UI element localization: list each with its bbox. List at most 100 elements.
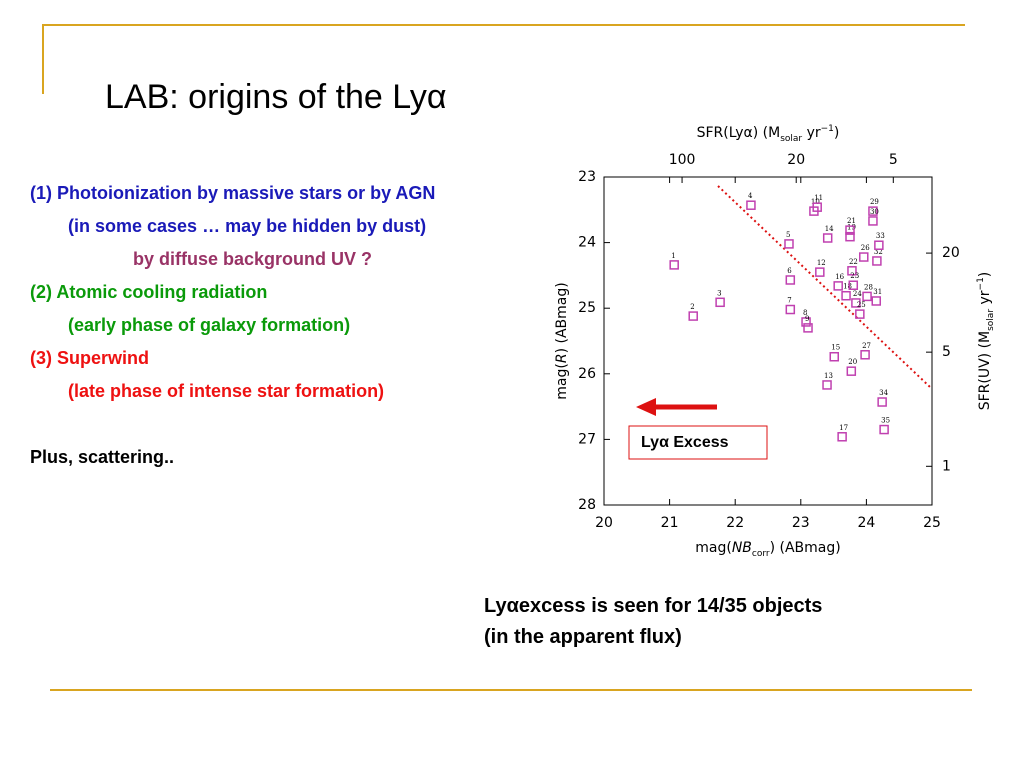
x-tick-label: 21 <box>661 515 679 531</box>
point <box>822 233 833 243</box>
bullet: (2) Atomic cooling radiation <box>30 282 268 302</box>
point-label: 13 <box>824 372 833 380</box>
axis-label-part: mag( <box>554 363 570 400</box>
point-label: 23 <box>850 272 859 280</box>
point <box>860 350 870 360</box>
point-label: 6 <box>787 267 792 275</box>
point <box>784 239 794 249</box>
caption: (in the apparent flux) <box>484 626 682 648</box>
top-rule <box>43 24 965 26</box>
point-label: 9 <box>805 315 809 323</box>
point <box>688 311 698 321</box>
point-label: 11 <box>814 194 823 202</box>
x-tick-label: 25 <box>923 515 941 531</box>
point <box>833 281 843 291</box>
point <box>847 266 857 276</box>
point-label: 34 <box>879 389 888 397</box>
point <box>846 366 857 376</box>
point-label: 18 <box>843 283 852 291</box>
axis-label-part: yr <box>802 125 821 141</box>
axis-label-part: −1 <box>976 277 986 290</box>
x-tick-label: 24 <box>857 515 875 531</box>
point-label: 16 <box>835 273 844 281</box>
point-label: 27 <box>862 342 871 350</box>
point-label: 20 <box>848 358 857 366</box>
point <box>815 267 825 277</box>
point-label: 7 <box>787 297 791 305</box>
y-tick-label: 28 <box>578 497 596 513</box>
y2-axis-label: SFR(UV) (Msolar yr−1) <box>976 272 996 411</box>
bullet: (3) Superwind <box>30 348 150 368</box>
point <box>868 206 878 216</box>
y-tick-label: 27 <box>578 431 596 447</box>
point-label: 22 <box>849 258 858 266</box>
point-label: 1 <box>671 252 675 260</box>
caption: Lyαexcess is seen for 14/35 objects <box>484 595 823 617</box>
point-label: 28 <box>864 283 873 291</box>
point-label: 4 <box>748 192 753 200</box>
bottom-rule <box>50 689 972 691</box>
axis-label-part: mag( <box>695 540 732 556</box>
axis-label-part: ) <box>834 125 839 141</box>
point <box>803 323 813 333</box>
x2-axis-label: SFR(Lyα) (Msolar yr−1) <box>697 124 840 144</box>
x-tick-label: 23 <box>792 515 810 531</box>
point <box>841 290 851 301</box>
point-label: 24 <box>853 290 862 298</box>
point-label: 12 <box>817 259 826 267</box>
point <box>868 216 878 226</box>
y-axis-label: mag(R) (ABmag) <box>554 282 570 399</box>
bullet: (in some cases … may be hidden by dust) <box>68 216 427 236</box>
axis-label-part: SFR(UV) (M <box>977 331 993 410</box>
point-label: 26 <box>861 244 870 252</box>
annotation: Lyα Excess <box>641 434 729 451</box>
axis-label-part: SFR(Lyα) (M <box>697 125 781 141</box>
x-axis-label: mag(NBcorr) (ABmag) <box>695 540 840 559</box>
point-label: 30 <box>870 208 879 216</box>
y2-tick-label: 5 <box>942 344 951 360</box>
bullet: (late phase of intense star formation) <box>68 381 385 401</box>
point-label: 25 <box>857 301 866 309</box>
y2-tick-label: 1 <box>942 458 951 474</box>
point <box>848 280 859 290</box>
point-label: 17 <box>839 424 848 432</box>
y-tick-label: 26 <box>578 366 596 382</box>
axis-label-part: corr <box>752 549 770 559</box>
point <box>785 275 796 285</box>
point-label: 32 <box>874 248 883 256</box>
point <box>785 304 796 315</box>
point-label: 21 <box>847 217 856 225</box>
point-label: 5 <box>786 231 790 239</box>
y2-tick-label: 20 <box>942 245 960 261</box>
side-rule <box>42 24 44 94</box>
point <box>669 260 679 270</box>
slide-title: LAB: origins of the Lyα <box>105 78 447 116</box>
axis-label-part: ) <box>977 272 993 277</box>
point-label: 35 <box>881 417 890 425</box>
point <box>871 296 881 306</box>
x-tick-label: 22 <box>726 515 744 531</box>
axis-label-part: ) (ABmag) <box>770 540 841 556</box>
point-label: 2 <box>690 303 694 311</box>
axis-label-part: ) (ABmag) <box>554 282 570 353</box>
annotation-box <box>628 425 768 460</box>
axis-label-part: yr <box>977 290 993 309</box>
point <box>829 351 840 362</box>
point-label: 14 <box>825 225 834 233</box>
point <box>879 424 889 435</box>
point <box>822 380 832 390</box>
axis-label-part: −1 <box>821 124 834 134</box>
point-label: 33 <box>876 232 885 240</box>
point <box>746 200 756 210</box>
point <box>715 297 725 308</box>
bullet: (1) Photoionization by massive stars or … <box>30 183 436 203</box>
point-label: 8 <box>803 309 807 317</box>
point <box>812 202 822 212</box>
y-tick-label: 24 <box>578 235 596 251</box>
point <box>855 309 865 319</box>
axis-label-part: solar <box>780 134 802 144</box>
point <box>877 397 887 407</box>
point-label: 10 <box>811 198 820 206</box>
x2-tick-label: 5 <box>889 152 898 168</box>
